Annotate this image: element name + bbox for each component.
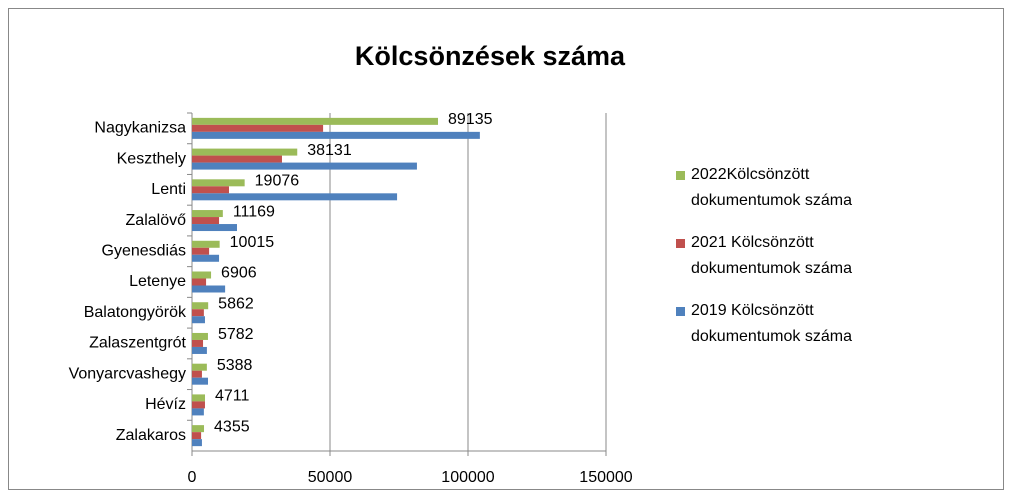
x-tick-label: 50000 <box>308 469 353 486</box>
chart-border <box>8 8 1004 490</box>
y-tick-label: Zalalövő <box>126 212 187 229</box>
bar <box>192 131 480 139</box>
bar <box>192 155 282 163</box>
bar <box>192 363 207 371</box>
data-label: 89135 <box>448 111 493 128</box>
bar <box>192 339 204 347</box>
bar <box>192 148 298 156</box>
y-tick-label: Hévíz <box>145 396 186 413</box>
legend-swatch <box>676 239 685 248</box>
bar <box>192 370 202 378</box>
chart-title: Kölcsönzések száma <box>355 41 626 71</box>
data-label: 4711 <box>215 388 250 405</box>
data-label: 5388 <box>217 357 253 374</box>
bar <box>192 210 223 218</box>
y-tick-label: Vonyarcvashegy <box>69 365 186 382</box>
y-tick-label: Lenti <box>151 181 186 198</box>
bar <box>192 193 398 201</box>
bar <box>192 285 226 293</box>
bar <box>192 432 202 440</box>
y-tick-label: Gyenesdiás <box>102 242 187 259</box>
bar <box>192 247 210 255</box>
bar <box>192 271 212 279</box>
bar <box>192 346 207 354</box>
bar <box>192 401 205 409</box>
legend-item: 2022Kölcsönzött dokumentumok száma <box>676 162 996 214</box>
bar <box>192 217 220 225</box>
x-tick-label: 100000 <box>441 469 494 486</box>
legend-label: 2022Kölcsönzött dokumentumok száma <box>691 166 852 209</box>
x-tick-label: 150000 <box>579 469 632 486</box>
bar <box>192 186 229 194</box>
bar <box>192 179 245 187</box>
bar <box>192 162 417 170</box>
x-tick-label: 0 <box>188 469 197 486</box>
bar <box>192 124 324 132</box>
y-tick-label: Nagykanizsa <box>94 120 186 137</box>
y-tick-label: Zalakaros <box>116 427 186 444</box>
data-label: 4355 <box>214 418 250 435</box>
bar <box>192 439 202 447</box>
y-tick-label: Letenye <box>129 273 186 290</box>
bar <box>192 254 220 262</box>
legend-item: 2019 Kölcsönzött dokumentumok száma <box>676 298 996 350</box>
data-label: 19076 <box>255 173 300 190</box>
bar <box>192 309 204 317</box>
bar <box>192 332 208 340</box>
y-tick-label: Zalaszentgrót <box>89 335 186 352</box>
data-label: 6906 <box>221 265 257 282</box>
data-label: 10015 <box>230 234 275 251</box>
data-label: 11169 <box>233 203 275 220</box>
legend-swatch <box>676 307 685 316</box>
legend-label: 2021 Kölcsönzött dokumentumok száma <box>691 234 852 277</box>
bar <box>192 408 204 416</box>
bar <box>192 302 209 310</box>
data-label: 5862 <box>218 295 254 312</box>
bar <box>192 377 209 385</box>
bar <box>192 117 439 125</box>
bar <box>192 316 205 324</box>
bar <box>192 425 205 433</box>
bar <box>192 394 206 402</box>
legend-item: 2021 Kölcsönzött dokumentumok száma <box>676 230 996 282</box>
data-label: 38131 <box>307 142 352 159</box>
bar <box>192 278 207 286</box>
bar <box>192 240 220 248</box>
y-tick-label: Balatongyörök <box>84 304 187 321</box>
legend-label: 2019 Kölcsönzött dokumentumok száma <box>691 302 852 345</box>
legend-swatch <box>676 171 685 180</box>
y-tick-label: Keszthely <box>117 150 186 167</box>
bar <box>192 224 237 232</box>
data-label: 5782 <box>218 326 254 343</box>
